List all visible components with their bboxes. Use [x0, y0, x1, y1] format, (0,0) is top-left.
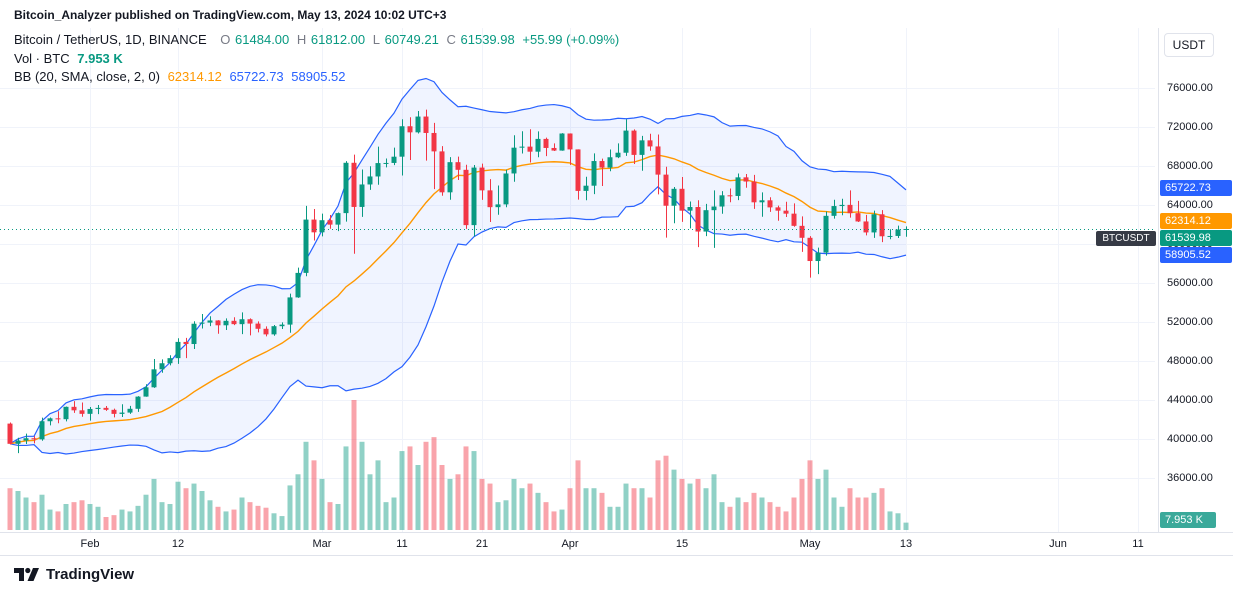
- time-tick-label: 21: [475, 538, 489, 550]
- time-tick-label: Jun: [1049, 538, 1067, 550]
- time-tick-label: Mar: [312, 538, 332, 550]
- price-tick-label: 68000.00: [1167, 160, 1213, 172]
- price-tick-label: 48000.00: [1167, 355, 1213, 367]
- open-label: O: [220, 32, 231, 47]
- time-tick-label: Feb: [80, 538, 100, 550]
- tradingview-logo-icon: [14, 567, 39, 581]
- currency-unit-button[interactable]: USDT: [1164, 33, 1214, 57]
- high-label: H: [296, 32, 307, 47]
- bb-basis-value: 62314.12: [167, 69, 222, 84]
- price-tick-label: 44000.00: [1167, 394, 1213, 406]
- time-tick-label: 11: [1132, 538, 1144, 550]
- bb-label: BB (20, SMA, close, 2, 0): [14, 69, 160, 84]
- legend-main-row[interactable]: Bitcoin / TetherUS, 1D, BINANCE O 61484.…: [14, 32, 623, 47]
- change-value: +55.99 (+0.09%): [522, 32, 620, 47]
- bb-lower-value: 58905.52: [291, 69, 346, 84]
- time-tick-label: 13: [899, 538, 913, 550]
- legend-bb-row[interactable]: BB (20, SMA, close, 2, 0) 62314.12 65722…: [14, 69, 350, 84]
- low-label: L: [372, 32, 381, 47]
- volume-value: 7.953 K: [77, 51, 123, 66]
- close-value: 61539.98: [460, 32, 515, 47]
- price-line-symbol-tag: BTCUSDT: [1096, 231, 1156, 247]
- time-axis[interactable]: Feb 12 Mar 11 21 Apr 15 May 13 Jun 11: [0, 532, 1233, 556]
- bb-upper-value: 65722.73: [229, 69, 284, 84]
- time-tick-label: May: [799, 538, 821, 550]
- time-tick-label: 12: [171, 538, 185, 550]
- price-tick-label: 52000.00: [1167, 316, 1213, 328]
- price-badge-bb-lower: 58905.52: [1160, 247, 1232, 264]
- price-tick-label: 76000.00: [1167, 82, 1213, 94]
- price-badge-last-price: 61539.98: [1160, 230, 1232, 247]
- price-badge-bb-upper: 65722.73: [1160, 180, 1232, 197]
- brand-text[interactable]: TradingView: [46, 565, 135, 583]
- open-value: 61484.00: [235, 32, 290, 47]
- symbol-title[interactable]: Bitcoin / TetherUS, 1D, BINANCE: [14, 32, 207, 47]
- price-tick-label: 64000.00: [1167, 199, 1213, 211]
- low-value: 60749.21: [384, 32, 439, 47]
- price-badge-bb-basis: 62314.12: [1160, 213, 1232, 230]
- volume-value-badge: 7.953 K: [1160, 512, 1216, 528]
- price-axis[interactable]: 7.953 K 76000.00 72000.00 68000.00 64000.00…: [1158, 28, 1233, 532]
- footer-bar: TradingView: [0, 556, 1233, 592]
- close-label: C: [446, 32, 456, 47]
- time-tick-label: Apr: [561, 538, 579, 550]
- time-tick-label: 11: [396, 538, 408, 550]
- price-tick-label: 40000.00: [1167, 433, 1213, 445]
- price-tick-label: 56000.00: [1167, 277, 1213, 289]
- time-tick-label: 15: [675, 538, 689, 550]
- legend-volume-row[interactable]: Vol · BTC 7.953 K: [14, 51, 127, 66]
- price-tick-label: 36000.00: [1167, 472, 1213, 484]
- high-value: 61812.00: [310, 32, 366, 47]
- volume-label: Vol · BTC: [14, 51, 70, 66]
- price-tick-label: 72000.00: [1167, 121, 1213, 133]
- attribution-text: Bitcoin_Analyzer published on TradingVie…: [14, 8, 447, 22]
